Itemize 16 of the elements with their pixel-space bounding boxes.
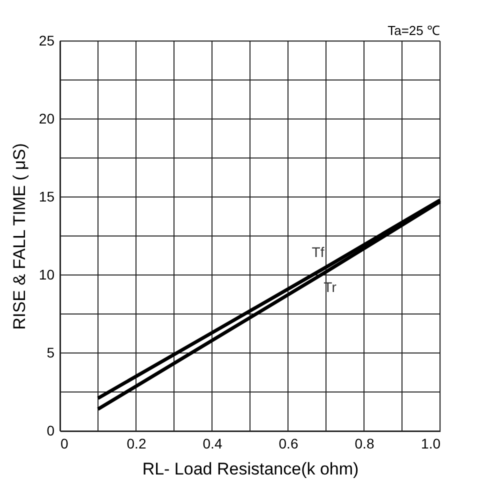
series-label: Tf <box>312 244 324 260</box>
y-axis-title: RISE & FALL TIME ( μS) <box>10 143 29 330</box>
y-tick-label: 0 <box>46 422 55 438</box>
y-tick-label: 15 <box>38 188 55 204</box>
x-tick-label: 0.8 <box>354 436 374 452</box>
y-tick-label: 10 <box>38 266 55 282</box>
x-tick-label: 0 <box>60 436 68 452</box>
y-tick-label: 25 <box>38 32 55 48</box>
x-tick-label: 0.4 <box>202 436 222 452</box>
x-tick-label: 1.0 <box>421 436 441 452</box>
x-axis-title: RL- Load Resistance(k ohm) <box>142 460 359 478</box>
y-tick-label: 20 <box>38 110 55 126</box>
x-tick-label: 0.2 <box>126 436 146 452</box>
text: Ta=25 ℃ <box>388 23 440 38</box>
x-tick-label: 0.6 <box>278 436 298 452</box>
y-tick-label: 5 <box>46 344 55 360</box>
